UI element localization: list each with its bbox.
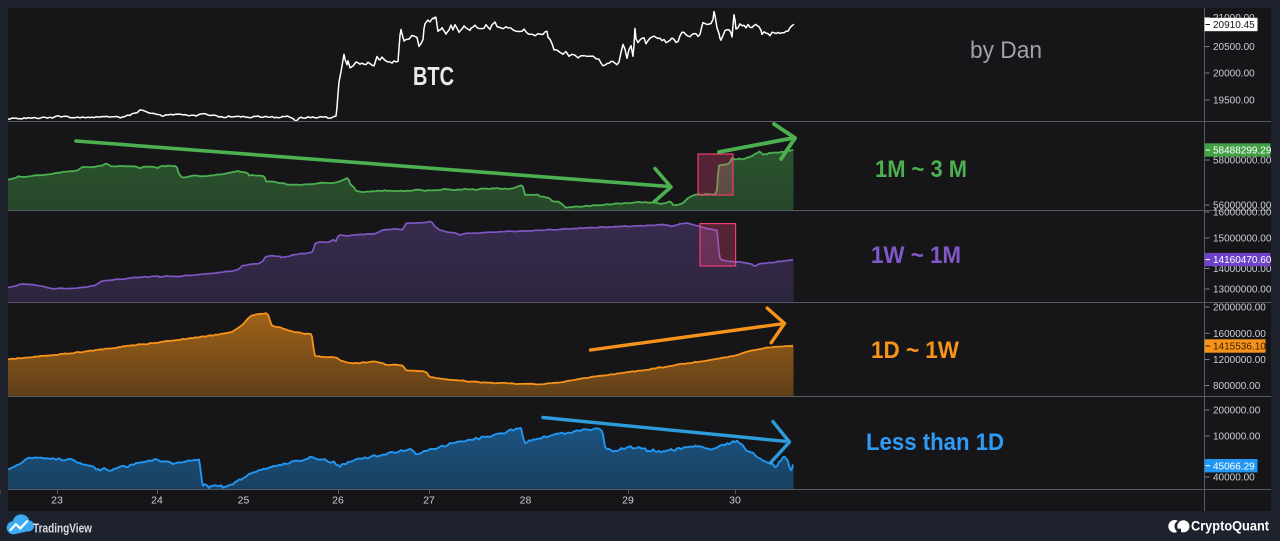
svg-text:1M ~ 3 M: 1M ~ 3 M xyxy=(875,156,967,183)
svg-text:1D ~ 1W: 1D ~ 1W xyxy=(871,337,959,364)
svg-text:19500.00: 19500.00 xyxy=(1213,96,1255,107)
svg-text:CryptoQuant: CryptoQuant xyxy=(1191,519,1269,534)
svg-text:24: 24 xyxy=(151,495,163,507)
svg-text:800000.00: 800000.00 xyxy=(1213,381,1261,392)
svg-text:30: 30 xyxy=(729,495,741,507)
svg-text:16000000.00: 16000000.00 xyxy=(1213,208,1272,219)
svg-text:45066.29: 45066.29 xyxy=(1213,461,1255,472)
svg-text:1415536.10: 1415536.10 xyxy=(1213,342,1266,353)
svg-text:200000.00: 200000.00 xyxy=(1213,406,1261,417)
svg-text:29: 29 xyxy=(622,495,634,507)
svg-text:13000000.00: 13000000.00 xyxy=(1213,285,1272,296)
svg-text:20910.45: 20910.45 xyxy=(1213,20,1255,31)
svg-text:25: 25 xyxy=(238,495,250,507)
svg-text:100000.00: 100000.00 xyxy=(1213,432,1261,443)
svg-text:58000000.00: 58000000.00 xyxy=(1213,156,1272,167)
svg-text:TradingView: TradingView xyxy=(33,521,93,536)
svg-text:1W ~ 1M: 1W ~ 1M xyxy=(871,242,961,269)
svg-text:BTC: BTC xyxy=(413,63,454,91)
svg-text:15000000.00: 15000000.00 xyxy=(1213,234,1272,245)
svg-text:58488299.29: 58488299.29 xyxy=(1213,146,1272,157)
svg-text:1600000.00: 1600000.00 xyxy=(1213,329,1266,340)
svg-text:56000000.00: 56000000.00 xyxy=(1213,201,1272,212)
svg-text:27: 27 xyxy=(423,495,435,507)
svg-text:40000.00: 40000.00 xyxy=(1213,473,1255,484)
svg-text:14160470.60: 14160470.60 xyxy=(1213,255,1272,266)
svg-text:23: 23 xyxy=(51,495,63,507)
svg-text:2000000.00: 2000000.00 xyxy=(1213,303,1266,314)
svg-text:14000000.00: 14000000.00 xyxy=(1213,264,1272,275)
svg-text:20000.00: 20000.00 xyxy=(1213,69,1255,80)
svg-text:20500.00: 20500.00 xyxy=(1213,42,1255,53)
svg-text:28: 28 xyxy=(520,495,532,507)
svg-text:by Dan: by Dan xyxy=(970,37,1042,64)
svg-text:1200000.00: 1200000.00 xyxy=(1213,355,1266,366)
svg-text:26: 26 xyxy=(332,495,344,507)
svg-text:Less than 1D: Less than 1D xyxy=(866,429,1004,456)
